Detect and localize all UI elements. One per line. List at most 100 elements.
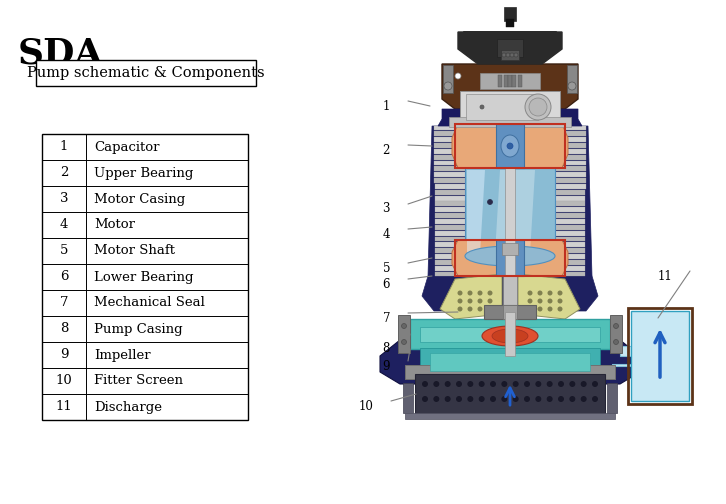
- Bar: [610, 315, 622, 353]
- Bar: [410, 319, 610, 349]
- Ellipse shape: [506, 53, 510, 57]
- Ellipse shape: [547, 381, 552, 387]
- Bar: [496, 124, 524, 168]
- Polygon shape: [438, 109, 582, 126]
- Ellipse shape: [487, 306, 492, 311]
- Bar: [434, 125, 586, 131]
- Bar: [503, 276, 517, 312]
- Bar: [436, 272, 584, 277]
- Ellipse shape: [535, 396, 542, 402]
- Text: Pump schematic & Components: Pump schematic & Components: [27, 66, 265, 80]
- Bar: [465, 168, 555, 256]
- Bar: [607, 383, 617, 413]
- Polygon shape: [518, 240, 568, 276]
- Ellipse shape: [513, 381, 518, 387]
- Bar: [435, 242, 585, 247]
- Bar: [504, 75, 508, 87]
- Ellipse shape: [457, 306, 462, 311]
- Bar: [501, 50, 519, 60]
- Text: Upper Bearing: Upper Bearing: [94, 166, 193, 179]
- Ellipse shape: [480, 105, 484, 109]
- Bar: [435, 213, 585, 218]
- Ellipse shape: [592, 381, 598, 387]
- Text: 4: 4: [383, 227, 390, 240]
- Text: 3: 3: [383, 203, 390, 216]
- Bar: [466, 94, 538, 120]
- Ellipse shape: [401, 340, 407, 345]
- Bar: [567, 65, 577, 93]
- Text: 6: 6: [383, 278, 390, 290]
- Ellipse shape: [468, 306, 473, 311]
- Ellipse shape: [457, 290, 462, 295]
- Text: Motor Casing: Motor Casing: [94, 193, 185, 206]
- Ellipse shape: [613, 340, 619, 345]
- Ellipse shape: [502, 381, 507, 387]
- Bar: [435, 219, 585, 224]
- Bar: [434, 161, 586, 165]
- Ellipse shape: [569, 396, 575, 402]
- Polygon shape: [452, 124, 502, 168]
- Ellipse shape: [529, 98, 547, 116]
- Ellipse shape: [455, 73, 461, 79]
- Bar: [435, 190, 585, 195]
- Bar: [435, 225, 585, 230]
- Ellipse shape: [581, 381, 587, 387]
- Text: 5: 5: [60, 244, 68, 258]
- Ellipse shape: [456, 381, 462, 387]
- Bar: [506, 19, 514, 27]
- Bar: [435, 202, 585, 206]
- Ellipse shape: [490, 381, 496, 387]
- Bar: [435, 236, 585, 241]
- Bar: [480, 73, 540, 89]
- Ellipse shape: [581, 396, 587, 402]
- Text: 9: 9: [383, 359, 390, 372]
- Bar: [398, 315, 410, 353]
- Bar: [628, 308, 692, 404]
- Bar: [434, 137, 586, 142]
- Bar: [496, 240, 524, 276]
- Text: 4: 4: [60, 219, 68, 231]
- Ellipse shape: [468, 298, 473, 303]
- Ellipse shape: [547, 298, 552, 303]
- Ellipse shape: [558, 396, 564, 402]
- Bar: [434, 172, 586, 177]
- Bar: [420, 327, 600, 342]
- Ellipse shape: [422, 381, 428, 387]
- Ellipse shape: [478, 290, 483, 295]
- Text: 1: 1: [383, 99, 390, 112]
- Ellipse shape: [524, 381, 530, 387]
- Bar: [434, 155, 586, 160]
- Polygon shape: [467, 170, 485, 254]
- Text: Discharge: Discharge: [94, 401, 162, 413]
- Ellipse shape: [444, 82, 452, 90]
- Bar: [443, 65, 453, 93]
- Ellipse shape: [537, 298, 542, 303]
- Bar: [435, 260, 585, 265]
- Ellipse shape: [487, 298, 492, 303]
- Text: Motor Shaft: Motor Shaft: [94, 244, 175, 258]
- Ellipse shape: [510, 53, 514, 57]
- Polygon shape: [495, 170, 535, 254]
- Ellipse shape: [568, 82, 576, 90]
- Ellipse shape: [490, 396, 496, 402]
- Ellipse shape: [468, 290, 473, 295]
- Ellipse shape: [478, 396, 485, 402]
- Polygon shape: [422, 276, 598, 311]
- Ellipse shape: [507, 143, 513, 149]
- Bar: [403, 383, 413, 413]
- Bar: [508, 75, 512, 87]
- Bar: [435, 254, 585, 259]
- Text: 7: 7: [60, 296, 68, 309]
- Bar: [512, 75, 516, 87]
- Ellipse shape: [535, 381, 542, 387]
- Ellipse shape: [537, 306, 542, 311]
- Text: 2: 2: [60, 166, 68, 179]
- Ellipse shape: [457, 298, 462, 303]
- Bar: [484, 305, 536, 319]
- Bar: [434, 149, 586, 154]
- Text: 11: 11: [657, 270, 672, 283]
- Bar: [518, 75, 522, 87]
- Ellipse shape: [514, 53, 518, 57]
- Ellipse shape: [492, 329, 528, 343]
- Ellipse shape: [456, 396, 462, 402]
